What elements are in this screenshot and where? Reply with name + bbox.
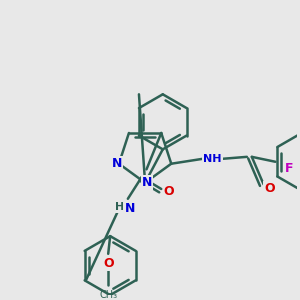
Text: H: H bbox=[116, 202, 124, 212]
Text: N: N bbox=[112, 157, 122, 170]
Text: N: N bbox=[142, 176, 152, 189]
Text: N: N bbox=[124, 202, 135, 215]
Text: CH₃: CH₃ bbox=[99, 290, 117, 300]
Text: O: O bbox=[103, 257, 113, 270]
Text: NH: NH bbox=[203, 154, 222, 164]
Text: O: O bbox=[164, 185, 174, 198]
Text: F: F bbox=[285, 162, 293, 175]
Text: O: O bbox=[264, 182, 275, 195]
